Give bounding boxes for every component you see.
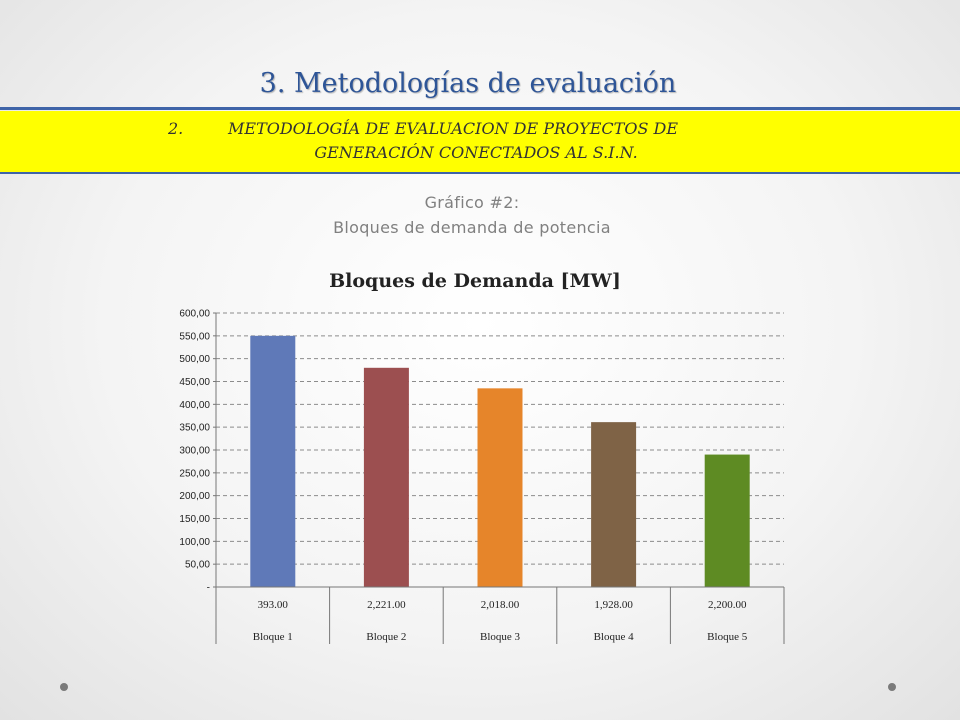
- bar: [477, 388, 523, 587]
- banner-number: 2.: [168, 119, 184, 138]
- category-label: Bloque 2: [366, 631, 406, 643]
- y-tick-label: 250,00: [179, 468, 210, 479]
- table-value-label: 393.00: [258, 599, 289, 611]
- section-banner: 2. METODOLOGÍA DE EVALUACION DE PROYECTO…: [0, 111, 960, 174]
- table-value-label: 1,928.00: [594, 599, 633, 611]
- category-label: Bloque 4: [594, 631, 635, 643]
- y-tick-label: 100,00: [179, 537, 210, 548]
- table-value-label: 2,221.00: [367, 599, 406, 611]
- y-tick-label: 150,00: [179, 514, 210, 525]
- y-tick-label: 600,00: [179, 309, 210, 320]
- banner-line-1: METODOLOGÍA DE EVALUACION DE PROYECTOS D…: [228, 119, 678, 138]
- y-tick-label: 500,00: [179, 354, 210, 365]
- nav-dot-right: [888, 683, 896, 691]
- y-tick-label: 350,00: [179, 423, 210, 434]
- y-tick-label: 200,00: [179, 491, 210, 502]
- bar: [363, 367, 409, 587]
- slide-title: 3. Metodologías de evaluación: [259, 68, 677, 99]
- y-tick-label: 300,00: [179, 446, 210, 457]
- banner-line-2: GENERACIÓN CONECTADOS AL S.I.N.: [314, 143, 638, 162]
- table-value-label: 2,200.00: [708, 599, 747, 611]
- chart-caption-number: Gráfico #2:: [424, 193, 520, 212]
- chart-title: Bloques de Demanda [MW]: [329, 270, 621, 292]
- category-label: Bloque 1: [253, 631, 293, 643]
- y-tick-label: -: [207, 583, 210, 594]
- y-tick-label: 400,00: [179, 400, 210, 411]
- y-tick-label: 450,00: [179, 377, 210, 388]
- chart-axes: - 50,00 100,00 150,00 200,00 250,00 300,00 350,…: [179, 309, 784, 644]
- bar: [250, 335, 296, 587]
- y-tick-label: 50,00: [185, 560, 210, 571]
- bar: [591, 422, 637, 587]
- title-divider: [0, 107, 960, 110]
- table-value-label: 2,018.00: [481, 599, 520, 611]
- chart-data-table: 393.00 Bloque 1 2,221.00 Bloque 2 2,018.00 Bl…: [253, 587, 785, 644]
- category-label: Bloque 5: [707, 631, 748, 643]
- y-tick-label: 550,00: [179, 331, 210, 342]
- category-label: Bloque 3: [480, 631, 521, 643]
- bar: [704, 454, 750, 587]
- nav-dot-left: [60, 683, 68, 691]
- chart-caption-title: Bloques de demanda de potencia: [333, 218, 611, 237]
- chart-bars: [250, 335, 750, 587]
